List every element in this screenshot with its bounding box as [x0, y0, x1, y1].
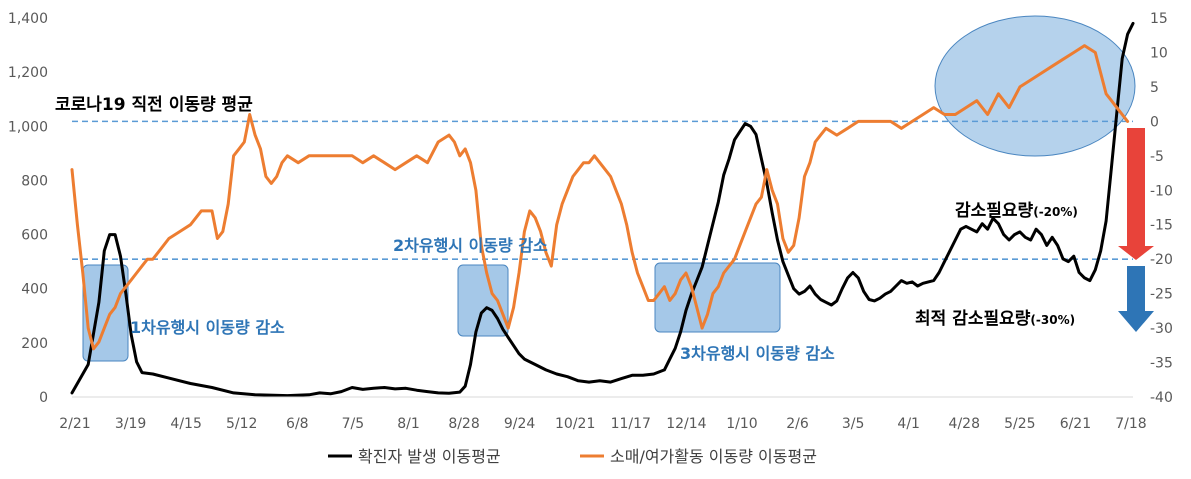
reduction-needed-text: 감소필요량	[955, 201, 1034, 221]
x-tick-label: 8/1	[397, 416, 420, 432]
right-axis: 15 10 5 0 -5 -10 -15 -20 -25 -30 -35 -40	[1150, 11, 1173, 406]
right-tick-label: -25	[1150, 287, 1173, 303]
left-tick-label: 600	[21, 228, 48, 244]
legend-label-mobility: 소매/여가활동 이동량 이동평균	[610, 447, 817, 466]
reduction-needed-arrow	[1118, 128, 1154, 260]
right-tick-label: -30	[1150, 321, 1173, 337]
confirmed-cases-line	[70, 21, 1135, 398]
left-tick-label: 1,400	[8, 11, 48, 27]
right-tick-label: -15	[1150, 218, 1173, 234]
optimal-reduction-pct: (-30%)	[1030, 313, 1075, 327]
series-lines	[70, 21, 1135, 398]
x-tick-label: 12/14	[666, 416, 706, 432]
right-tick-label: 10	[1150, 45, 1168, 61]
x-axis: 2/21 3/19 4/15 5/12 6/8 7/5 8/1 8/28 9/24 10/21 11…	[59, 396, 1147, 432]
wave2-label: 2차유행시 이동량 감소	[393, 236, 548, 255]
x-tick-label: 3/19	[115, 416, 146, 432]
x-tick-label: 4/15	[170, 416, 201, 432]
optimal-reduction-text: 최적 감소필요량	[915, 309, 1031, 329]
x-tick-label: 2/21	[59, 416, 90, 432]
reduction-needed-label: 감소필요량(-20%)	[955, 201, 1078, 221]
x-tick-label: 8/28	[448, 416, 479, 432]
x-tick-label: 5/25	[1004, 416, 1035, 432]
x-tick-label: 1/10	[726, 416, 757, 432]
left-tick-label: 0	[39, 390, 48, 406]
left-tick-label: 200	[21, 336, 48, 352]
left-axis: 0 200 400 600 800 1,000 1,200 1,400	[8, 11, 48, 406]
left-tick-label: 1,000	[8, 119, 48, 135]
wave2-box	[457, 264, 509, 337]
right-tick-label: 15	[1150, 11, 1168, 27]
x-tick-label: 7/5	[342, 416, 365, 432]
right-tick-label: 0	[1150, 114, 1159, 130]
x-tick-label: 6/8	[286, 416, 309, 432]
x-tick-label: 6/21	[1060, 416, 1091, 432]
right-tick-label: -35	[1150, 356, 1173, 372]
right-tick-label: -5	[1150, 149, 1164, 165]
optimal-reduction-arrow	[1118, 266, 1154, 332]
left-tick-label: 800	[21, 173, 48, 189]
x-tick-label: 9/24	[504, 416, 536, 432]
x-tick-label: 3/5	[842, 416, 865, 432]
wave3-label: 3차유행시 이동량 감소	[680, 344, 835, 363]
wave1-box	[82, 264, 129, 362]
wave1-label: 1차유행시 이동량 감소	[130, 318, 285, 337]
reduction-needed-pct: (-20%)	[1033, 205, 1078, 219]
reference-lines	[72, 120, 1133, 260]
x-tick-label: 5/12	[226, 416, 257, 432]
x-tick-label: 4/28	[949, 416, 980, 432]
right-tick-label: -10	[1150, 183, 1173, 199]
left-tick-label: 400	[21, 282, 48, 298]
legend-label-confirmed: 확진자 발생 이동평균	[358, 447, 501, 466]
optimal-reduction-label: 최적 감소필요량(-30%)	[915, 309, 1075, 329]
right-tick-label: 5	[1150, 80, 1159, 96]
legend: 확진자 발생 이동평균 소매/여가활동 이동량 이동평균	[328, 447, 817, 466]
left-tick-label: 1,200	[8, 65, 48, 81]
x-tick-label: 7/18	[1115, 416, 1146, 432]
x-tick-label: 10/21	[555, 416, 595, 432]
right-tick-label: -40	[1150, 390, 1173, 406]
x-tick-label: 4/1	[897, 416, 920, 432]
mobility-line	[70, 44, 1130, 351]
x-tick-label: 2/6	[786, 416, 809, 432]
right-tick-label: -20	[1150, 252, 1173, 268]
x-tick-label: 11/17	[611, 416, 651, 432]
pre-covid-label: 코로나19 직전 이동량 평균	[55, 95, 253, 115]
